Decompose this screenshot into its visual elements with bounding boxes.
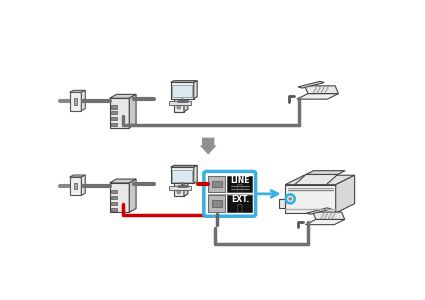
Polygon shape [285, 185, 336, 213]
Polygon shape [184, 174, 188, 196]
Polygon shape [305, 86, 338, 94]
Bar [227, 195, 252, 212]
Circle shape [313, 91, 314, 93]
Polygon shape [129, 179, 136, 212]
Polygon shape [279, 199, 285, 208]
Polygon shape [297, 94, 338, 99]
Polygon shape [295, 175, 337, 185]
Polygon shape [173, 89, 188, 91]
Circle shape [325, 91, 326, 93]
Polygon shape [129, 94, 136, 128]
Circle shape [334, 213, 335, 215]
Circle shape [323, 87, 325, 89]
Polygon shape [173, 91, 184, 112]
Polygon shape [184, 89, 188, 112]
Polygon shape [170, 186, 191, 190]
Polygon shape [306, 171, 345, 175]
Polygon shape [171, 167, 194, 183]
Polygon shape [171, 82, 194, 99]
Polygon shape [306, 208, 331, 214]
Polygon shape [194, 165, 197, 183]
Circle shape [288, 197, 292, 201]
Polygon shape [110, 98, 129, 128]
Circle shape [328, 217, 329, 219]
Bar [111, 196, 117, 199]
Circle shape [325, 215, 327, 217]
Bar [74, 98, 77, 105]
Circle shape [333, 215, 334, 217]
Circle shape [177, 190, 181, 194]
Bar [209, 176, 225, 192]
Polygon shape [110, 183, 129, 212]
Polygon shape [70, 90, 85, 92]
FancyBboxPatch shape [204, 171, 255, 216]
Bar [212, 200, 222, 207]
Polygon shape [285, 175, 354, 185]
Polygon shape [110, 179, 136, 183]
Circle shape [319, 87, 321, 89]
Bar [111, 117, 117, 120]
Circle shape [317, 91, 318, 93]
Polygon shape [171, 165, 197, 167]
Circle shape [286, 194, 295, 203]
Circle shape [329, 215, 331, 217]
Circle shape [326, 213, 328, 215]
Text: LINE: LINE [230, 176, 249, 185]
Bar [111, 111, 117, 115]
Bar [173, 170, 192, 182]
Polygon shape [313, 212, 345, 219]
Circle shape [322, 215, 323, 217]
Polygon shape [173, 174, 188, 176]
FancyArrow shape [200, 138, 217, 154]
Polygon shape [171, 81, 197, 82]
Circle shape [320, 217, 322, 219]
Bar [111, 105, 117, 109]
Circle shape [318, 89, 320, 91]
Circle shape [323, 213, 324, 215]
Polygon shape [194, 81, 197, 99]
Circle shape [324, 217, 326, 219]
Polygon shape [81, 175, 85, 195]
Circle shape [322, 89, 323, 91]
Circle shape [321, 91, 323, 93]
Circle shape [330, 213, 332, 215]
Bar [111, 123, 117, 126]
Bar [227, 176, 252, 192]
Bar [111, 190, 117, 193]
Text: EXT.: EXT. [231, 195, 249, 204]
Polygon shape [336, 175, 354, 213]
Polygon shape [70, 177, 81, 195]
Circle shape [315, 87, 317, 89]
Circle shape [326, 89, 327, 91]
Bar [175, 180, 182, 183]
Bar [111, 208, 117, 211]
Circle shape [177, 106, 181, 109]
Polygon shape [170, 101, 191, 106]
Polygon shape [298, 81, 324, 88]
Polygon shape [306, 219, 345, 225]
Bar [175, 96, 182, 99]
Bar [173, 85, 192, 97]
Polygon shape [81, 90, 85, 111]
Bar [74, 183, 77, 189]
Polygon shape [70, 175, 85, 177]
Polygon shape [70, 92, 81, 111]
Circle shape [332, 217, 333, 219]
Polygon shape [173, 176, 184, 196]
Circle shape [327, 87, 329, 89]
Polygon shape [110, 94, 136, 98]
Circle shape [314, 89, 316, 91]
Bar [209, 195, 225, 212]
Bar [212, 181, 222, 188]
Text: ⬛: ⬛ [237, 183, 243, 193]
Text: ⬛: ⬛ [237, 202, 243, 212]
Bar [111, 202, 117, 205]
